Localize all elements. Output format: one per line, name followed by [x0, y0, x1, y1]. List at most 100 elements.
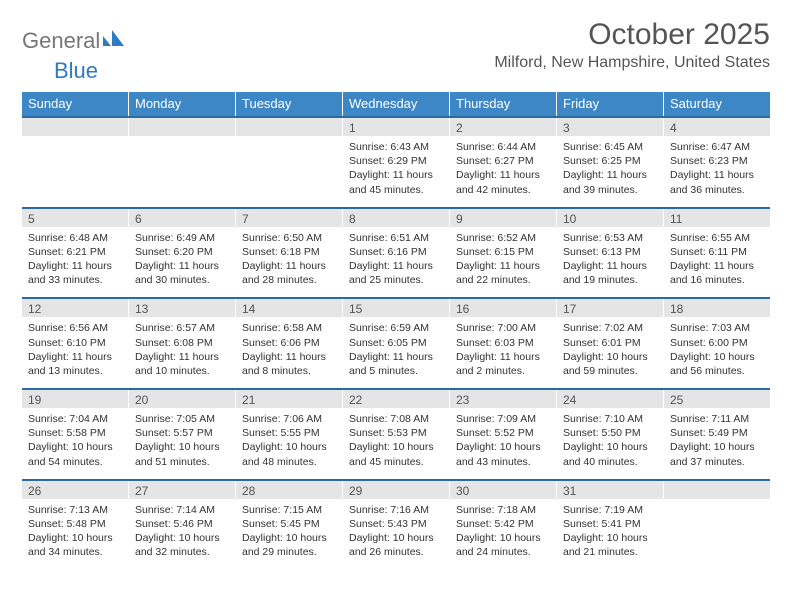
- day-line: Sunset: 5:52 PM: [456, 426, 550, 440]
- day-line: Sunset: 6:03 PM: [456, 336, 550, 350]
- day-line: Sunset: 5:43 PM: [349, 517, 443, 531]
- day-line: and 51 minutes.: [135, 455, 229, 469]
- day-line: Sunset: 5:55 PM: [242, 426, 336, 440]
- day-number: 3: [557, 118, 664, 136]
- day-number: 2: [450, 118, 557, 136]
- day-line: Sunrise: 6:55 AM: [670, 231, 764, 245]
- day-line: Sunset: 6:11 PM: [670, 245, 764, 259]
- day-content: Sunrise: 6:51 AMSunset: 6:16 PMDaylight:…: [343, 227, 450, 298]
- day-line: Sunrise: 7:14 AM: [135, 503, 229, 517]
- day-line: Sunrise: 6:56 AM: [28, 321, 122, 335]
- day-content: Sunrise: 6:45 AMSunset: 6:25 PMDaylight:…: [557, 136, 664, 207]
- day-content: Sunrise: 6:49 AMSunset: 6:20 PMDaylight:…: [129, 227, 236, 298]
- day-number-row: 1234: [22, 116, 770, 136]
- day-line: Daylight: 11 hours: [135, 259, 229, 273]
- day-line: and 24 minutes.: [456, 545, 550, 559]
- day-line: and 45 minutes.: [349, 455, 443, 469]
- day-content: Sunrise: 7:13 AMSunset: 5:48 PMDaylight:…: [22, 499, 129, 570]
- weekday-header: Wednesday: [343, 92, 450, 116]
- day-line: Daylight: 10 hours: [349, 531, 443, 545]
- day-line: and 21 minutes.: [563, 545, 657, 559]
- day-line: Daylight: 10 hours: [670, 440, 764, 454]
- day-content: Sunrise: 7:05 AMSunset: 5:57 PMDaylight:…: [129, 408, 236, 479]
- day-line: Sunrise: 6:58 AM: [242, 321, 336, 335]
- calendar-grid: Sunday Monday Tuesday Wednesday Thursday…: [22, 92, 770, 569]
- day-line: Daylight: 11 hours: [242, 350, 336, 364]
- day-line: Daylight: 10 hours: [135, 440, 229, 454]
- day-line: Sunset: 5:42 PM: [456, 517, 550, 531]
- day-content: Sunrise: 6:47 AMSunset: 6:23 PMDaylight:…: [664, 136, 770, 207]
- day-number: 24: [557, 390, 664, 408]
- day-line: Sunset: 6:15 PM: [456, 245, 550, 259]
- day-number: 14: [236, 299, 343, 317]
- day-number: 26: [22, 481, 129, 499]
- day-line: Daylight: 11 hours: [28, 350, 122, 364]
- day-content: Sunrise: 6:50 AMSunset: 6:18 PMDaylight:…: [236, 227, 343, 298]
- day-line: and 8 minutes.: [242, 364, 336, 378]
- day-line: and 28 minutes.: [242, 273, 336, 287]
- day-line: Sunset: 6:06 PM: [242, 336, 336, 350]
- day-content-row: Sunrise: 6:56 AMSunset: 6:10 PMDaylight:…: [22, 317, 770, 388]
- day-line: Daylight: 10 hours: [563, 531, 657, 545]
- day-line: Sunrise: 6:48 AM: [28, 231, 122, 245]
- day-number: 30: [450, 481, 557, 499]
- day-number: 12: [22, 299, 129, 317]
- day-line: Sunrise: 6:51 AM: [349, 231, 443, 245]
- day-line: and 30 minutes.: [135, 273, 229, 287]
- day-line: Sunset: 5:57 PM: [135, 426, 229, 440]
- weekday-header: Thursday: [450, 92, 557, 116]
- day-content: Sunrise: 6:57 AMSunset: 6:08 PMDaylight:…: [129, 317, 236, 388]
- day-number: 6: [129, 209, 236, 227]
- day-line: Daylight: 10 hours: [563, 440, 657, 454]
- day-line: Daylight: 11 hours: [349, 259, 443, 273]
- day-number: 10: [557, 209, 664, 227]
- day-content: Sunrise: 6:58 AMSunset: 6:06 PMDaylight:…: [236, 317, 343, 388]
- day-line: Sunset: 5:46 PM: [135, 517, 229, 531]
- day-number: [129, 118, 236, 136]
- logo-text-1: General: [22, 28, 100, 54]
- day-line: Sunset: 6:25 PM: [563, 154, 657, 168]
- day-content: [22, 136, 129, 207]
- day-number: 1: [343, 118, 450, 136]
- day-line: and 25 minutes.: [349, 273, 443, 287]
- day-line: and 48 minutes.: [242, 455, 336, 469]
- location-subtitle: Milford, New Hampshire, United States: [494, 54, 770, 72]
- day-line: and 39 minutes.: [563, 183, 657, 197]
- day-line: Sunset: 6:16 PM: [349, 245, 443, 259]
- day-content: [236, 136, 343, 207]
- day-line: and 29 minutes.: [242, 545, 336, 559]
- day-content: Sunrise: 7:10 AMSunset: 5:50 PMDaylight:…: [557, 408, 664, 479]
- day-line: Sunset: 5:48 PM: [28, 517, 122, 531]
- day-line: and 5 minutes.: [349, 364, 443, 378]
- day-line: Daylight: 10 hours: [349, 440, 443, 454]
- day-line: and 42 minutes.: [456, 183, 550, 197]
- day-line: Sunrise: 7:02 AM: [563, 321, 657, 335]
- day-line: Sunset: 5:53 PM: [349, 426, 443, 440]
- day-content: Sunrise: 7:16 AMSunset: 5:43 PMDaylight:…: [343, 499, 450, 570]
- day-content-row: Sunrise: 6:43 AMSunset: 6:29 PMDaylight:…: [22, 136, 770, 207]
- day-content: Sunrise: 7:09 AMSunset: 5:52 PMDaylight:…: [450, 408, 557, 479]
- day-line: Sunrise: 7:04 AM: [28, 412, 122, 426]
- day-line: Daylight: 11 hours: [349, 168, 443, 182]
- day-content: Sunrise: 7:15 AMSunset: 5:45 PMDaylight:…: [236, 499, 343, 570]
- weekday-header: Sunday: [22, 92, 129, 116]
- day-number: [664, 481, 770, 499]
- day-line: Daylight: 11 hours: [563, 259, 657, 273]
- day-line: Daylight: 10 hours: [670, 350, 764, 364]
- day-number-row: 19202122232425: [22, 388, 770, 408]
- day-line: Sunrise: 6:49 AM: [135, 231, 229, 245]
- day-line: Sunrise: 7:09 AM: [456, 412, 550, 426]
- day-line: Sunset: 6:18 PM: [242, 245, 336, 259]
- day-content: Sunrise: 6:43 AMSunset: 6:29 PMDaylight:…: [343, 136, 450, 207]
- title-block: October 2025 Milford, New Hampshire, Uni…: [494, 18, 770, 72]
- day-line: and 16 minutes.: [670, 273, 764, 287]
- day-line: Sunset: 5:45 PM: [242, 517, 336, 531]
- day-line: Sunrise: 6:43 AM: [349, 140, 443, 154]
- day-content: Sunrise: 7:03 AMSunset: 6:00 PMDaylight:…: [664, 317, 770, 388]
- day-content: Sunrise: 6:55 AMSunset: 6:11 PMDaylight:…: [664, 227, 770, 298]
- day-line: Sunset: 6:01 PM: [563, 336, 657, 350]
- day-line: and 45 minutes.: [349, 183, 443, 197]
- day-line: and 26 minutes.: [349, 545, 443, 559]
- day-content: Sunrise: 7:04 AMSunset: 5:58 PMDaylight:…: [22, 408, 129, 479]
- day-content: Sunrise: 6:52 AMSunset: 6:15 PMDaylight:…: [450, 227, 557, 298]
